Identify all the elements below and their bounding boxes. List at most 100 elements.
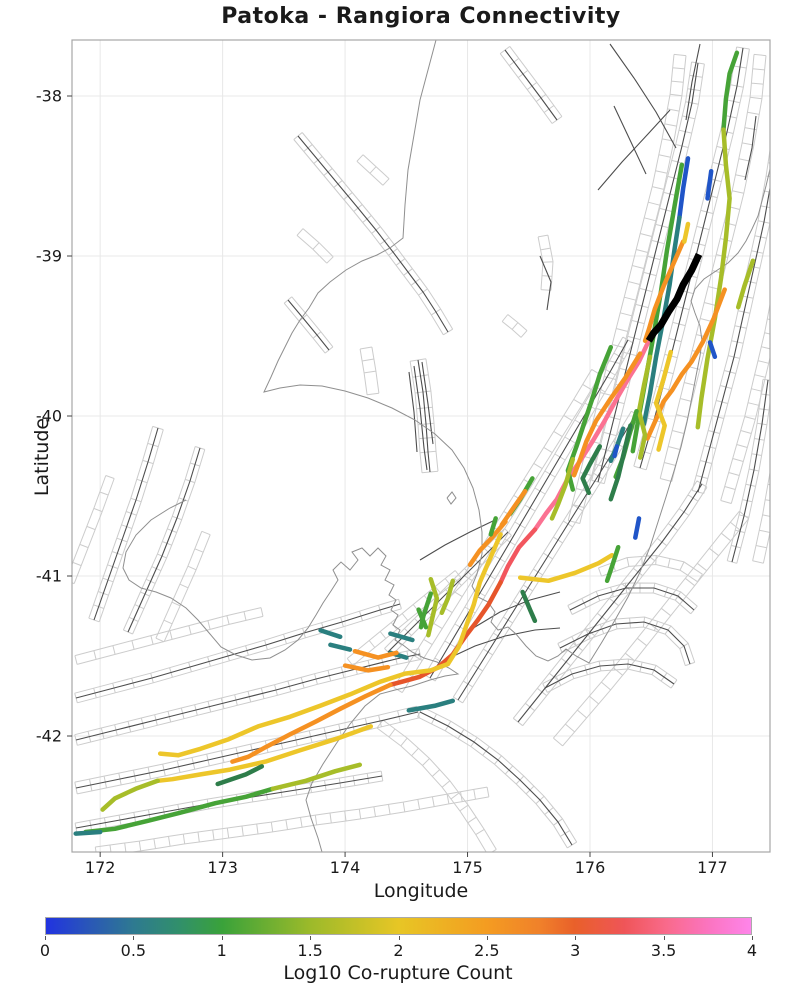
fault-trace <box>697 185 770 493</box>
fault-trace <box>569 587 695 611</box>
rupture-line-blue_ne2 <box>705 168 714 201</box>
fault-trace <box>417 359 431 473</box>
fault-trace <box>419 711 573 846</box>
rupture-line-gold_wellington <box>157 661 451 758</box>
colorbar <box>45 917 752 935</box>
fault-trace <box>419 519 496 561</box>
rupture-line-gold_east <box>517 552 615 584</box>
fault-trace <box>457 413 637 701</box>
rupture-line-green_east <box>604 544 621 584</box>
colorbar-tick-mark <box>575 936 577 940</box>
colorbar-tick-mark <box>221 936 223 940</box>
colorbar-tick-label-3: 3 <box>570 941 581 960</box>
fault-trace <box>613 105 647 175</box>
colorbar-label: Log10 Co-rupture Count <box>283 962 513 984</box>
rupture-line-olive_w <box>426 576 440 638</box>
y-tick-label--38: -38 <box>35 86 62 106</box>
coastline-path <box>122 499 460 852</box>
rupture-line-blue_ne1 <box>677 156 691 220</box>
fault-trace <box>75 603 401 699</box>
axis-ticks <box>67 95 713 857</box>
rupture-line-teal_s2 <box>328 642 353 652</box>
colorbar-tick-mark <box>663 936 665 940</box>
rupture-line-blue_parallel <box>612 444 620 459</box>
fault-trace <box>93 427 159 621</box>
rupture-line-darkgreen_ne <box>608 423 633 502</box>
colorbar-tick-mark <box>310 936 312 940</box>
rupture-line-orange_ne1 <box>642 239 686 344</box>
colorbar-tick-label-0: 0 <box>39 941 51 960</box>
colorbar-tick-label-3.5: 3.5 <box>650 941 677 960</box>
fault-trace <box>731 379 769 563</box>
rupture-line-orange_sw <box>230 682 393 764</box>
rupture-line-green_ne1 <box>721 50 740 132</box>
rupture-line-yg_sw2 <box>270 762 363 792</box>
colorbar-tick-label-1: 1 <box>216 941 227 960</box>
rupture-line-yg_ne2 <box>735 258 756 310</box>
x-tick-label-173: 173 <box>207 858 238 877</box>
rupture-line-olive_ne <box>636 354 653 460</box>
rupture-line-teal_w1 <box>388 631 415 643</box>
rupture-line-darkgreen_sw <box>215 764 265 787</box>
y-tick-label--40: -40 <box>35 406 62 426</box>
colorbar-tick-label-1.5: 1.5 <box>297 941 323 960</box>
coastline-path <box>263 40 770 664</box>
rupture-line-blue_ne3 <box>707 340 718 360</box>
fault-trace <box>127 447 201 633</box>
fault-trace <box>408 371 418 453</box>
fault-trace <box>429 339 629 679</box>
fault-trace <box>559 621 691 665</box>
fault-section-chain <box>296 228 334 264</box>
colorbar-tick-label-0.5: 0.5 <box>120 941 147 960</box>
x-tick-label-174: 174 <box>329 858 361 877</box>
rupture-line-orange_s2 <box>342 663 391 673</box>
colorbar-tick-mark <box>45 936 46 940</box>
rupture-lines <box>73 50 756 836</box>
fault-trace <box>469 591 561 631</box>
x-tick-label-175: 175 <box>452 858 483 877</box>
rupture-line-teal_sw <box>73 829 103 836</box>
fault-trace <box>504 49 558 121</box>
y-tick-label--41: -41 <box>35 566 62 586</box>
rupture-line-orange_c <box>467 519 508 568</box>
plot-frame <box>71 39 771 853</box>
fault-section-chain <box>94 786 490 852</box>
fault-trace <box>287 299 330 351</box>
rupture-line-gold_nub <box>682 221 691 244</box>
fault-section-chain <box>72 475 115 585</box>
colorbar-tick-mark <box>486 936 488 940</box>
rupture-line-olive_c <box>439 578 456 616</box>
fault-section-chain <box>501 314 528 338</box>
rupture-line-darkgreen_e <box>520 589 538 624</box>
plot-title: Patoka - Rangiora Connectivity <box>221 4 621 29</box>
fault-trace <box>75 653 421 741</box>
coastline <box>122 40 770 852</box>
fault-trace <box>444 627 561 661</box>
fault-section-chain <box>752 469 770 564</box>
colorbar-tick-mark <box>752 936 753 940</box>
fault-section-chain <box>553 510 749 747</box>
x-tick-label-172: 172 <box>84 858 116 877</box>
rupture-line-green_sw <box>83 786 276 835</box>
fault-trace <box>609 43 677 149</box>
fault-trace <box>539 255 552 311</box>
rupture-line-teal_s1 <box>318 628 343 640</box>
colorbar-tick-mark <box>133 936 135 940</box>
fault-trace <box>744 115 757 181</box>
rupture-line-gold_ne <box>653 349 674 452</box>
fault-section-chain <box>346 570 462 666</box>
coastline-path <box>446 491 457 505</box>
rupture-line-teal_mid <box>406 698 456 713</box>
rupture-line-green_stub <box>488 516 498 537</box>
fault-trace <box>421 361 434 445</box>
fault-trace <box>685 43 701 121</box>
fault-section-chain <box>74 607 264 665</box>
fault-section-chain <box>376 719 497 852</box>
rupture-line-yg_sw <box>100 778 160 812</box>
rupture-line-yg_ne <box>695 127 732 430</box>
fault-trace <box>597 62 699 483</box>
fault-trace <box>297 135 449 333</box>
fault-trace <box>75 711 419 789</box>
